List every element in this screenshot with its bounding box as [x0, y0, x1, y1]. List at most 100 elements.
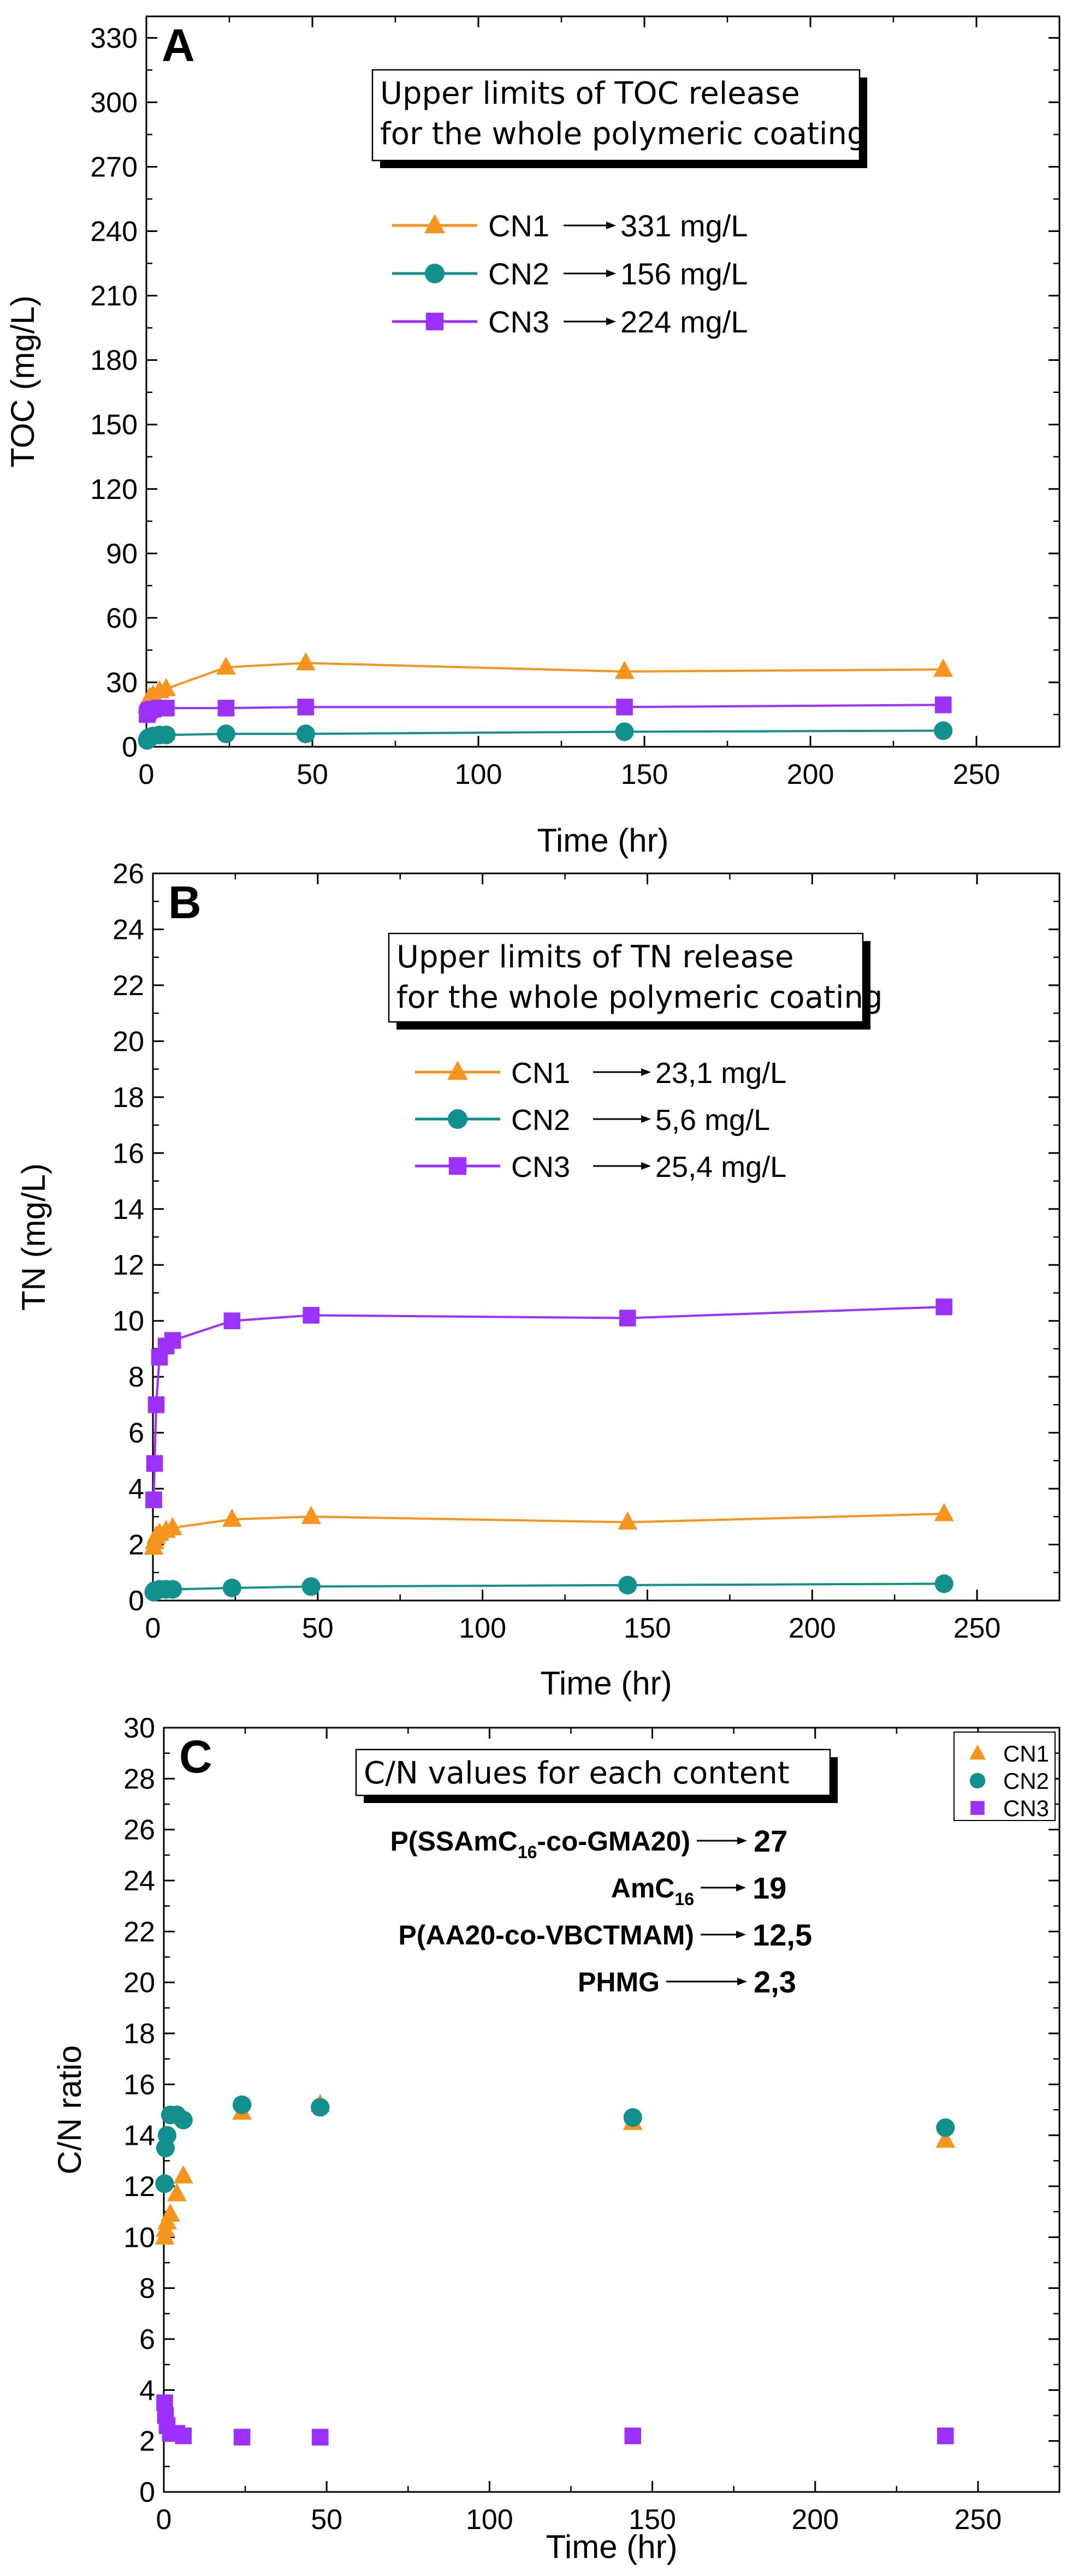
data-point-cn3 — [233, 2429, 251, 2446]
plot-frame — [145, 15, 1061, 748]
note-box-frame — [371, 69, 861, 162]
x-tick-label: 250 — [953, 1613, 1001, 1644]
legend-marker — [447, 1109, 468, 1129]
y-tick-label: 28 — [123, 1763, 155, 1795]
data-point-cn3 — [937, 2428, 954, 2444]
legend-entry-cn3: CN3 25,4 mg/L — [415, 1151, 786, 1183]
y-tick-label: 300 — [90, 87, 138, 118]
legend-arrow-head — [606, 318, 616, 325]
y-tick-label: 16 — [112, 1138, 144, 1169]
y-tick-label: 30 — [106, 667, 138, 699]
data-point-cn1 — [216, 656, 236, 675]
data-point-cn2 — [311, 2098, 330, 2117]
legend-marker — [425, 312, 444, 331]
data-point-cn3 — [934, 696, 952, 713]
series-line-cn3 — [146, 704, 944, 715]
legend-arrow-head — [641, 1068, 651, 1076]
legend-marker — [424, 214, 445, 234]
y-tick-label: 120 — [90, 474, 138, 505]
x-tick-label: 200 — [787, 759, 834, 790]
data-point-cn2 — [216, 724, 236, 743]
note-box: Upper limits of TOC release for the whole… — [371, 69, 867, 168]
data-point-cn1 — [933, 658, 953, 677]
y-tick-label: 18 — [123, 2018, 155, 2050]
x-tick-label: 100 — [459, 1613, 506, 1644]
x-tick-label: 0 — [156, 2504, 172, 2536]
y-tick-label: 24 — [123, 1865, 155, 1897]
legend-marker-cn3 — [970, 1801, 985, 1815]
data-point-cn2 — [301, 1577, 321, 1596]
data-point-cn2 — [174, 2110, 193, 2129]
data-point-cn3 — [935, 1298, 953, 1316]
series-cn1 — [137, 652, 953, 713]
x-axis-label: Time (hr) — [546, 2529, 677, 2565]
y-tick-label: 12 — [123, 2171, 155, 2203]
data-point-cn1 — [614, 661, 635, 679]
y-tick-label: 30 — [123, 1712, 155, 1744]
y-tick-label: 20 — [123, 1967, 155, 1999]
cn-value-label: P(SSAmC16-co-GMA20) — [390, 1826, 690, 1862]
cn-value-arrow-head — [736, 1931, 746, 1938]
note-box-frame — [355, 1748, 831, 1796]
legend-entry-cn3: CN3 224 mg/L — [392, 305, 748, 339]
y-tick-label: 20 — [112, 1026, 144, 1057]
data-point-cn2 — [233, 2095, 252, 2114]
data-point-cn2 — [618, 1575, 637, 1595]
y-tick-label: 22 — [112, 970, 144, 1002]
data-point-cn3 — [619, 1310, 636, 1326]
data-point-cn3 — [147, 1396, 165, 1413]
legend-value: 23,1 mg/L — [655, 1057, 786, 1090]
x-axis-label: Time (hr) — [540, 1665, 672, 1702]
y-tick-label: 2 — [139, 2426, 155, 2458]
panel-letter: C — [179, 1731, 212, 1782]
y-tick-label: 10 — [112, 1306, 144, 1337]
x-tick-label: 250 — [955, 2504, 1002, 2536]
data-point-cn1 — [163, 1517, 183, 1536]
legend-value: 224 mg/L — [620, 305, 748, 339]
x-axis-label: Time (hr) — [537, 822, 668, 859]
y-tick-label: 16 — [123, 2069, 155, 2101]
y-tick-label: 26 — [123, 1814, 155, 1846]
legend-label-cn2: CN2 — [1003, 1768, 1049, 1794]
data-point-cn2 — [936, 2118, 955, 2137]
data-point-cn3 — [624, 2428, 642, 2444]
data-point-cn1 — [935, 2129, 956, 2148]
cn-value-number: 27 — [754, 1824, 787, 1858]
y-tick-label: 0 — [139, 2477, 155, 2508]
series-line-cn1 — [146, 662, 944, 706]
legend-label: CN3 — [511, 1151, 570, 1183]
y-tick-label: 4 — [128, 1473, 144, 1505]
legend-marker — [448, 1157, 467, 1175]
cn-value-number: 2,3 — [754, 1965, 796, 1999]
data-point-cn2 — [222, 1578, 241, 1598]
y-tick-label: 0 — [128, 1585, 144, 1617]
data-point-cn3 — [223, 1312, 241, 1329]
legend-marker — [424, 263, 445, 284]
series-line-cn2 — [152, 1583, 944, 1593]
data-point-cn3 — [145, 1491, 162, 1508]
legend-value: 25,4 mg/L — [655, 1151, 786, 1183]
legend-value: 5,6 mg/L — [655, 1104, 770, 1137]
y-tick-label: 6 — [128, 1418, 144, 1449]
y-tick-label: 22 — [123, 1916, 155, 1948]
cn-value-label: AmC16 — [611, 1873, 694, 1909]
chart-panel-a: 0 30 60 90 120 150 180 210 240 270 300 330 0 50 100 150… — [4, 15, 1061, 859]
data-point-cn3 — [616, 698, 633, 716]
x-tick-label: 100 — [466, 2504, 513, 2536]
data-point-cn2 — [157, 725, 176, 745]
data-point-cn3 — [311, 2429, 329, 2446]
data-point-cn2 — [934, 1574, 953, 1593]
data-point-cn1 — [618, 1511, 638, 1530]
x-tick-label: 150 — [624, 1613, 671, 1644]
data-point-cn1 — [160, 2203, 180, 2222]
series-cn2 — [138, 721, 953, 750]
y-tick-label: 90 — [106, 538, 138, 570]
data-point-cn3 — [175, 2428, 192, 2444]
data-point-cn3 — [146, 1455, 163, 1472]
legend-entry-cn1: CN1 23,1 mg/L — [415, 1057, 786, 1090]
note-box-line: Upper limits of TOC release — [380, 76, 800, 111]
cn-value-row: AmC16 19 — [611, 1871, 787, 1909]
y-tick-label: 4 — [139, 2375, 155, 2406]
